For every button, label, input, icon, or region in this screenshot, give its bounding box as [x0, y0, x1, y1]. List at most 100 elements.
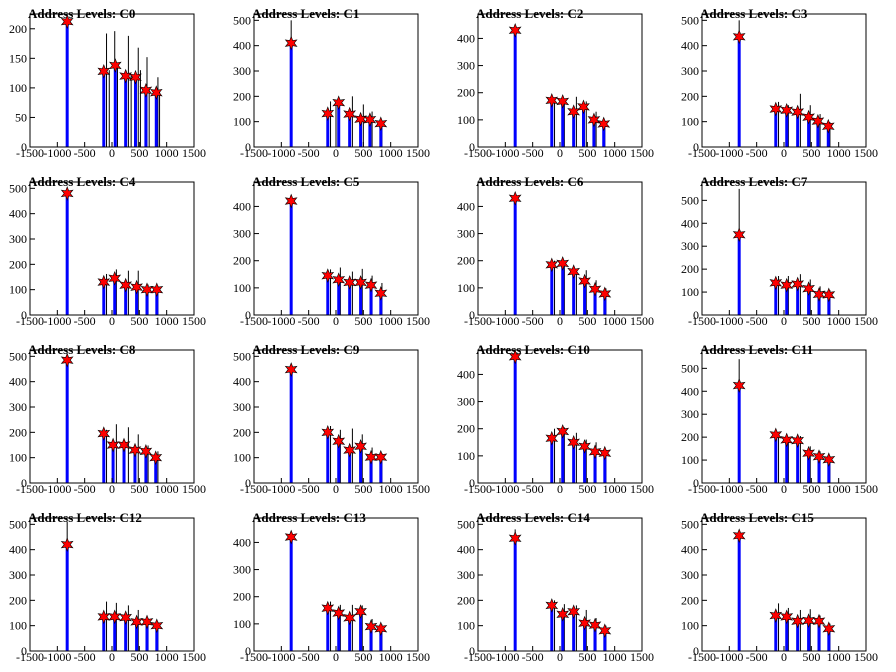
- axes-frame: [701, 349, 867, 484]
- peak-star-marker: [150, 618, 164, 634]
- x-tick-label: 500: [354, 146, 372, 160]
- histogram-bar: [102, 71, 106, 147]
- peak-star-marker: [97, 274, 111, 290]
- x-tick-label: 500: [130, 482, 148, 496]
- y-tick-label: 50: [15, 110, 27, 124]
- peak-star-marker: [822, 287, 836, 303]
- peak-star-marker: [588, 444, 602, 460]
- x-tick-label: 1500: [182, 314, 206, 328]
- peak-star-marker: [140, 614, 154, 630]
- y-tick-label: 400: [457, 543, 475, 557]
- histogram-bar: [572, 111, 576, 147]
- x-tick-label: -500: [746, 650, 768, 664]
- peak-star-marker: [343, 106, 357, 122]
- histogram-bar: [326, 113, 330, 147]
- histogram-bar: [102, 433, 106, 483]
- histogram-bar: [796, 621, 800, 651]
- y-tick-label: 400: [9, 375, 27, 389]
- y-tick-label: 100: [233, 617, 251, 631]
- peak-star-marker: [597, 116, 611, 132]
- peak-star-marker: [732, 227, 746, 243]
- histogram-bar: [513, 538, 517, 651]
- x-tick-label: -1500: [240, 482, 268, 496]
- peak-star-marker: [60, 537, 74, 552]
- y-tick-label: 500: [9, 349, 27, 363]
- histogram-bar: [572, 611, 576, 651]
- x-tick-label: 1000: [827, 146, 851, 160]
- chart-svg: 0 100 200 300 400 -1500 -1000 -500 0 500 1000 1500: [457, 349, 654, 496]
- histogram-bar: [124, 76, 128, 147]
- peak-star-marker: [556, 606, 570, 622]
- x-tick-label: 1500: [854, 314, 878, 328]
- y-tick-label: 100: [681, 115, 699, 129]
- peak-star-marker: [140, 282, 154, 298]
- histogram-bar: [561, 101, 565, 147]
- x-tick-label: 0: [333, 146, 339, 160]
- x-tick-label: 0: [333, 314, 339, 328]
- peak-star-marker: [130, 279, 143, 295]
- chart-svg: 0 100 200 300 400 500 -1500 -1000 -500 0 500 1000 15…: [681, 13, 878, 160]
- peak-star-marker: [97, 609, 111, 625]
- peak-star-marker: [821, 118, 835, 134]
- x-tick-label: -1500: [688, 314, 716, 328]
- peak-star-marker: [332, 95, 346, 111]
- axes-frame: [477, 181, 643, 316]
- histogram-bar: [583, 623, 587, 651]
- chart-panel-7: Address Levels: C7 0 100 200 300 400 500 -1500-…: [672, 168, 896, 336]
- y-tick-label: 100: [457, 281, 475, 295]
- peak-star-marker: [812, 287, 826, 302]
- histogram-bar: [348, 617, 352, 651]
- peak-star-marker: [130, 614, 143, 630]
- peak-star-marker: [364, 619, 378, 634]
- histogram-bar: [348, 450, 352, 483]
- peak-star-marker: [598, 623, 612, 639]
- x-tick-label: 1500: [854, 146, 878, 160]
- y-tick-label: 400: [9, 207, 27, 221]
- chart-panel-6: Address Levels: C6 0 100 200 300 400 -1500 -100…: [448, 168, 672, 336]
- y-tick-label: 150: [9, 51, 27, 65]
- y-tick-label: 500: [9, 181, 27, 195]
- histogram-bar: [337, 613, 341, 651]
- histogram-bar: [124, 285, 128, 315]
- histogram-bar: [593, 289, 597, 315]
- histogram-bar: [122, 445, 126, 483]
- histogram-bar: [124, 617, 128, 651]
- peak-star-marker: [732, 528, 746, 544]
- chart-svg: 0 100 200 300 400 500 -1500 -1000 -500 0 500 1000 15…: [457, 517, 654, 664]
- y-tick-label: 0: [693, 476, 699, 490]
- histogram-bar: [807, 117, 811, 147]
- y-tick-label: 400: [681, 39, 699, 53]
- y-tick-label: 100: [681, 619, 699, 633]
- histogram-bar: [359, 611, 363, 651]
- x-tick-label: -1500: [240, 650, 268, 664]
- y-tick-label: 300: [457, 568, 475, 582]
- histogram-bar: [65, 544, 69, 651]
- peak-star-marker: [343, 442, 357, 458]
- x-tick-label: -1000: [715, 146, 743, 160]
- x-tick-label: 0: [781, 650, 787, 664]
- x-tick-label: 1500: [630, 650, 654, 664]
- peak-star-marker: [587, 112, 601, 128]
- x-tick-label: 500: [354, 482, 372, 496]
- peak-star-marker: [822, 621, 836, 637]
- histogram-bar: [102, 282, 106, 315]
- y-tick-label: 400: [233, 535, 251, 549]
- peak-star-marker: [108, 58, 122, 73]
- x-tick-label: 1000: [155, 146, 179, 160]
- y-tick-label: 200: [457, 593, 475, 607]
- chart-panel-15: Address Levels: C15 0 100 200 300 400 500 -1500…: [672, 504, 896, 672]
- y-tick-label: 0: [245, 644, 251, 658]
- peak-star-marker: [802, 613, 815, 628]
- x-tick-label: 500: [130, 314, 148, 328]
- x-tick-label: 1500: [630, 314, 654, 328]
- x-tick-label: 0: [557, 314, 563, 328]
- x-tick-label: 1500: [406, 146, 430, 160]
- histogram-bar: [785, 616, 789, 651]
- x-tick-label: -1000: [43, 482, 71, 496]
- y-tick-label: 300: [681, 64, 699, 78]
- x-tick-label: -1500: [688, 650, 716, 664]
- y-tick-label: 300: [457, 227, 475, 241]
- histogram-bar: [102, 616, 106, 651]
- peak-star-marker: [578, 273, 591, 289]
- peak-star-marker: [374, 449, 388, 465]
